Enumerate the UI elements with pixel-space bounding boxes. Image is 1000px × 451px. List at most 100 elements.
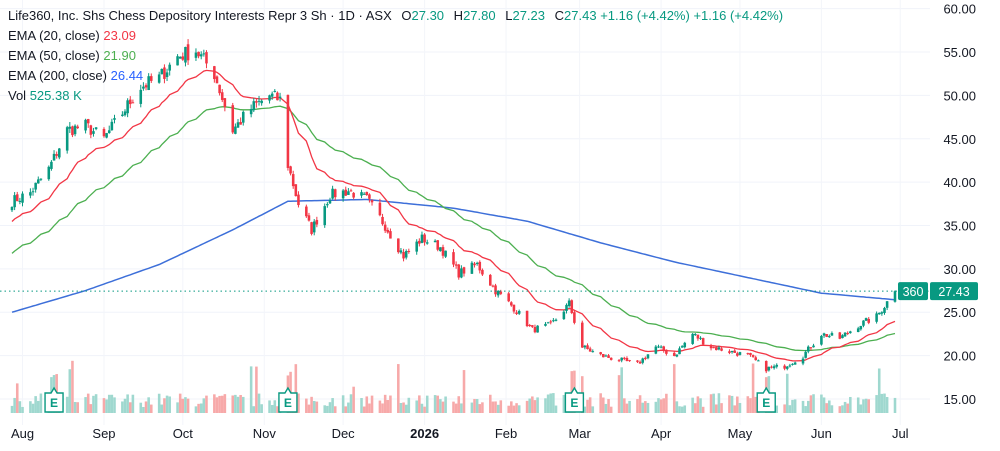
candle-body <box>849 331 852 334</box>
candle <box>738 351 742 356</box>
earnings-marker[interactable]: E <box>756 386 776 413</box>
candle-body <box>567 300 571 307</box>
candle-body <box>58 148 61 158</box>
candle-body <box>693 334 697 336</box>
candle <box>546 321 550 324</box>
candle-body <box>691 333 694 344</box>
candle <box>515 310 518 316</box>
candle-body <box>867 318 871 323</box>
volume-bar <box>599 393 602 413</box>
open-label: O <box>401 8 412 23</box>
candle-body <box>801 358 805 364</box>
volume-bar <box>144 401 148 413</box>
candle-body <box>323 206 327 226</box>
candle <box>163 64 166 84</box>
candle <box>843 332 847 337</box>
volume-bar <box>696 396 700 413</box>
price-tick-label: 30.00 <box>943 262 976 277</box>
volume-bar <box>257 393 261 413</box>
indicator-ema20[interactable]: EMA (20, close) 23.09 <box>8 26 783 46</box>
candle <box>475 261 479 266</box>
candle <box>554 318 558 322</box>
volume-bar <box>609 406 613 413</box>
interval[interactable]: 1D <box>338 8 355 23</box>
candle <box>717 345 721 351</box>
candle-body <box>636 360 639 362</box>
volume-bar <box>515 403 518 413</box>
volume-bar <box>562 395 566 413</box>
earnings-badge <box>564 386 585 413</box>
time-axis[interactable]: Aug Sep Oct Nov Dec 2026 Feb Mar Apr May Jun Jul <box>11 426 909 441</box>
candle-body <box>102 128 106 137</box>
candle <box>662 345 666 353</box>
volume-bar <box>662 398 666 413</box>
candle <box>675 354 679 358</box>
candle <box>715 346 718 351</box>
candle <box>178 56 182 59</box>
candle-body <box>131 102 135 104</box>
candle-body <box>720 348 723 351</box>
volume-bar <box>512 405 516 413</box>
volume-bar <box>680 406 684 413</box>
time-tick-label: 2026 <box>410 426 439 441</box>
volume-bar <box>252 406 256 413</box>
time-tick-label: Dec <box>332 426 356 441</box>
candle <box>709 343 713 351</box>
price-axis[interactable]: 60.00 55.00 50.00 45.00 40.00 35.00 30.00 25.00… <box>943 2 976 407</box>
candle-body <box>10 206 14 211</box>
candle <box>533 324 537 334</box>
volume-bar <box>820 394 823 413</box>
candle-body <box>841 335 844 339</box>
candle <box>825 333 828 338</box>
time-tick-label: Oct <box>173 426 194 441</box>
candle <box>297 191 300 208</box>
candle-body <box>352 192 355 198</box>
volume-bar <box>517 405 521 413</box>
candle <box>788 363 792 368</box>
candle-body <box>531 325 534 327</box>
volume-bar <box>893 397 897 413</box>
earnings-marker[interactable]: E <box>278 386 298 413</box>
candle <box>877 312 881 315</box>
candle-body <box>838 332 842 339</box>
volume-bar <box>402 402 405 413</box>
candle <box>586 343 589 350</box>
candle <box>257 95 261 106</box>
candle-body <box>92 131 95 134</box>
candle-body <box>588 348 592 352</box>
volume-bar <box>128 402 132 413</box>
candle <box>370 199 374 206</box>
volume-bar <box>883 393 886 413</box>
candle-body <box>510 302 513 306</box>
candle-body <box>312 221 316 233</box>
volume-bar <box>644 401 647 413</box>
volume-bar <box>157 393 161 413</box>
volume-bar <box>736 396 739 413</box>
candle <box>47 165 51 181</box>
price-tick-label: 45.00 <box>943 132 976 147</box>
candle-body <box>184 46 187 63</box>
candle-body <box>389 231 392 239</box>
candle <box>94 127 98 131</box>
candle-body <box>150 76 153 81</box>
candle <box>830 331 834 336</box>
indicator-volume[interactable]: Vol 525.38 K <box>8 86 783 106</box>
volume-bar <box>457 396 461 413</box>
earnings-label: E <box>284 396 292 410</box>
high-label: H <box>453 8 464 23</box>
candle-body <box>680 346 684 348</box>
symbol-name[interactable]: Life360, Inc. Shs Chess Depository Inter… <box>8 8 327 23</box>
candle-body <box>52 153 56 161</box>
indicator-ema50[interactable]: EMA (50, close) 21.90 <box>8 46 783 66</box>
indicator-ema200[interactable]: EMA (200, close) 26.44 <box>8 66 783 86</box>
earnings-marker[interactable]: E <box>564 386 585 413</box>
earnings-marker[interactable]: E <box>44 386 64 413</box>
candle-body <box>591 351 595 353</box>
candle <box>496 290 500 298</box>
candle <box>433 239 437 243</box>
candle <box>276 91 279 101</box>
volume-bar <box>801 400 805 413</box>
volume-bar <box>368 403 371 413</box>
